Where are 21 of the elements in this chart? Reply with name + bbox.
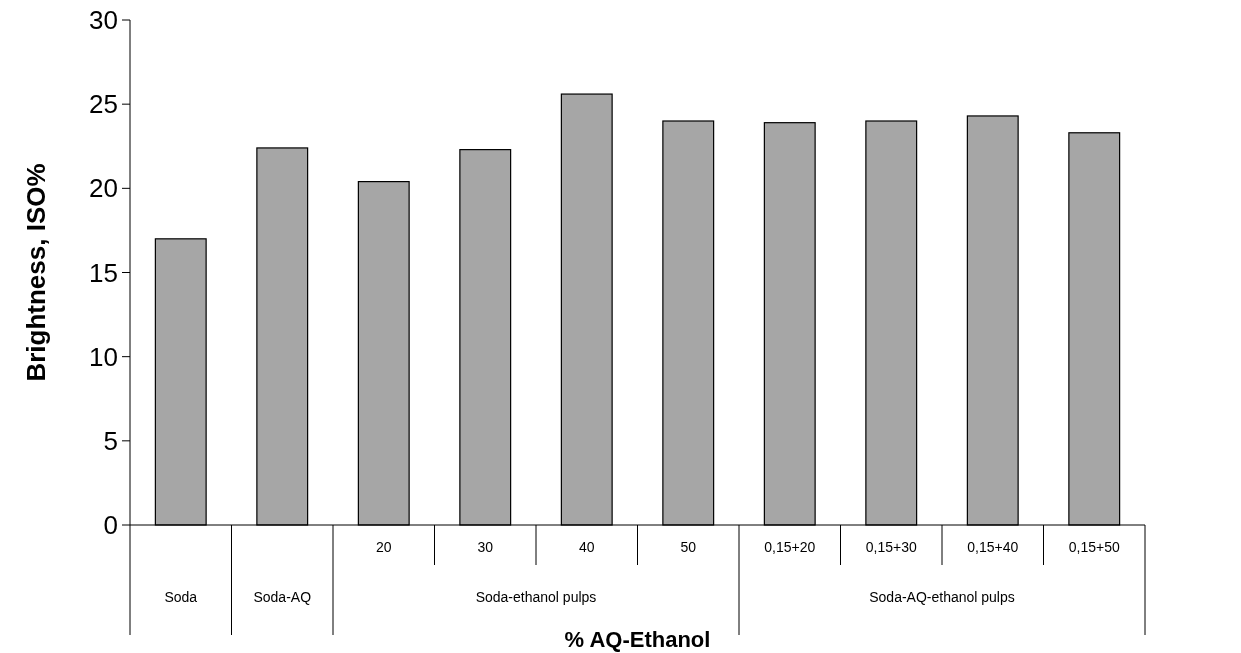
- y-tick-label: 20: [89, 173, 118, 204]
- x-tick-label: 40: [578, 539, 595, 555]
- y-tick-label: 0: [103, 510, 118, 541]
- x-tick-label: 0,15+40: [967, 539, 1019, 555]
- y-tick-label: 10: [89, 341, 118, 372]
- x-tick-label: 20: [375, 539, 392, 555]
- y-axis-title: Brightness, ISO%: [21, 163, 51, 382]
- text: Soda-AQ-ethanol pulps: [869, 589, 1015, 605]
- x-tick-label: 30: [477, 539, 494, 555]
- y-tick-label: 30: [89, 5, 118, 36]
- x-tick-label: 0,15+20: [764, 539, 816, 555]
- x-axis-title: % AQ-Ethanol: [564, 627, 711, 652]
- text: Soda-AQ: [253, 589, 312, 605]
- x-tick-label: 0,15+50: [1068, 539, 1120, 555]
- x-tick-label: 0,15+30: [865, 539, 917, 555]
- y-tick-label: 15: [89, 257, 118, 288]
- text: Soda: [164, 589, 198, 605]
- x-tick-label: 50: [680, 539, 697, 555]
- text: Soda-ethanol pulps: [475, 589, 597, 605]
- y-tick-label: 25: [89, 89, 118, 120]
- y-tick-label: 5: [103, 425, 118, 456]
